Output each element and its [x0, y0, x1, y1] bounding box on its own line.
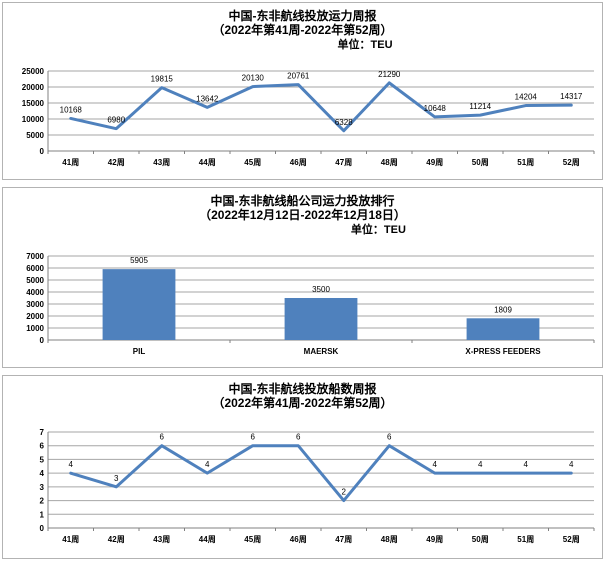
svg-text:5905: 5905: [130, 256, 148, 265]
svg-text:0: 0: [40, 524, 45, 533]
svg-text:41周: 41周: [62, 535, 79, 544]
svg-text:21290: 21290: [378, 70, 401, 79]
svg-text:X-PRESS FEEDERS: X-PRESS FEEDERS: [465, 347, 541, 356]
vessel-count-chart-panel: 中国-东非航线投放船数周报 （2022年第41周-2022年第52周） 0 1 2 3…: [2, 375, 603, 559]
svg-text:14204: 14204: [515, 93, 538, 102]
svg-text:20130: 20130: [242, 74, 265, 83]
svg-text:20761: 20761: [287, 72, 310, 81]
svg-text:4: 4: [478, 460, 483, 469]
svg-text:43周: 43周: [153, 158, 170, 167]
capacity-weekly-title-block: 中国-东非航线投放运力周报 （2022年第41周-2022年第52周） 单位：T…: [3, 9, 602, 53]
capacity-weekly-chart-panel: 中国-东非航线投放运力周报 （2022年第41周-2022年第52周） 单位：T…: [2, 2, 603, 180]
svg-text:4: 4: [433, 460, 438, 469]
svg-text:47周: 47周: [335, 535, 352, 544]
svg-text:1: 1: [40, 510, 45, 519]
svg-text:4: 4: [40, 469, 45, 478]
svg-text:6: 6: [296, 433, 301, 442]
svg-text:1000: 1000: [26, 324, 44, 333]
vessel-count-subtitle: （2022年第41周-2022年第52周）: [212, 395, 393, 410]
svg-text:10000: 10000: [22, 115, 45, 124]
svg-text:50周: 50周: [472, 158, 489, 167]
svg-text:2: 2: [40, 497, 45, 506]
svg-text:0: 0: [40, 336, 45, 345]
svg-text:50周: 50周: [472, 535, 489, 544]
svg-text:0: 0: [40, 147, 45, 156]
carrier-ranking-bar-chart: 0 1000 2000 3000 4000 5000 6000 7000 PIL MAERSK X-…: [26, 252, 595, 356]
svg-text:45周: 45周: [244, 535, 261, 544]
svg-text:42周: 42周: [108, 158, 125, 167]
svg-text:3: 3: [40, 483, 45, 492]
carrier-ranking-subtitle: （2022年12月12日-2022年12月18日）: [199, 207, 406, 222]
svg-text:6: 6: [160, 433, 165, 442]
svg-text:6328: 6328: [335, 118, 353, 127]
svg-text:46周: 46周: [290, 158, 307, 167]
svg-text:4: 4: [569, 460, 574, 469]
svg-text:5000: 5000: [26, 276, 44, 285]
svg-text:7000: 7000: [26, 252, 44, 261]
capacity-weekly-title: 中国-东非航线投放运力周报: [228, 9, 377, 23]
capacity-weekly-unit-label: 单位：TEU: [337, 38, 393, 51]
svg-text:6: 6: [387, 433, 392, 442]
svg-text:2000: 2000: [26, 312, 44, 321]
vessel-count-title: 中国-东非航线投放船数周报: [228, 382, 377, 396]
svg-text:7: 7: [40, 428, 45, 437]
svg-text:13642: 13642: [196, 94, 219, 103]
svg-text:52周: 52周: [563, 535, 580, 544]
svg-text:49周: 49周: [426, 158, 443, 167]
svg-text:48周: 48周: [381, 158, 398, 167]
svg-text:MAERSK: MAERSK: [304, 347, 339, 356]
svg-text:44周: 44周: [199, 158, 216, 167]
carrier-ranking-unit-label: 单位：TEU: [350, 223, 406, 236]
svg-text:51周: 51周: [517, 535, 534, 544]
capacity-weekly-subtitle: （2022年第41周-2022年第52周）: [212, 22, 393, 37]
svg-text:3000: 3000: [26, 300, 44, 309]
svg-text:47周: 47周: [335, 158, 352, 167]
svg-text:2: 2: [342, 488, 347, 497]
carrier-ranking-chart-panel: 中国-东非航线船公司运力投放排行 （2022年12月12日-2022年12月18…: [2, 187, 603, 368]
svg-text:6980: 6980: [107, 116, 125, 125]
svg-text:43周: 43周: [153, 535, 170, 544]
vessel-count-title-block: 中国-东非航线投放船数周报 （2022年第41周-2022年第52周）: [3, 382, 602, 412]
vessel-count-line-chart: 0 1 2 3 4 5 6 7 41周 42周 43周 44周 45周 46周 47周 48周 49周 50周 51…: [40, 428, 595, 544]
svg-text:46周: 46周: [290, 535, 307, 544]
svg-text:19815: 19815: [151, 75, 174, 84]
svg-text:1809: 1809: [494, 305, 512, 314]
svg-text:42周: 42周: [108, 535, 125, 544]
svg-text:6000: 6000: [26, 264, 44, 273]
svg-text:10168: 10168: [60, 105, 83, 114]
svg-text:3: 3: [114, 474, 119, 483]
svg-text:10648: 10648: [424, 104, 447, 113]
svg-text:PIL: PIL: [133, 347, 146, 356]
svg-text:51周: 51周: [517, 158, 534, 167]
svg-text:15000: 15000: [22, 99, 45, 108]
svg-text:41周: 41周: [62, 158, 79, 167]
svg-text:5: 5: [40, 456, 45, 465]
carrier-ranking-title: 中国-东非航线船公司运力投放排行: [210, 194, 395, 208]
svg-text:4: 4: [205, 460, 210, 469]
svg-text:52周: 52周: [563, 158, 580, 167]
svg-text:5000: 5000: [26, 131, 44, 140]
svg-text:6: 6: [40, 442, 45, 451]
carrier-ranking-title-block: 中国-东非航线船公司运力投放排行 （2022年12月12日-2022年12月18…: [3, 194, 602, 238]
svg-text:20000: 20000: [22, 83, 45, 92]
svg-text:48周: 48周: [381, 535, 398, 544]
svg-text:6: 6: [251, 433, 256, 442]
svg-text:4: 4: [524, 460, 529, 469]
svg-text:49周: 49周: [426, 535, 443, 544]
svg-text:44周: 44周: [199, 535, 216, 544]
svg-text:14317: 14317: [560, 92, 583, 101]
svg-text:3500: 3500: [312, 285, 330, 294]
capacity-weekly-line-chart: 0 5000 10000 15000 20000 25000 41周 42周 43周 44周 45周…: [22, 67, 595, 167]
svg-text:4: 4: [69, 460, 74, 469]
svg-text:45周: 45周: [244, 158, 261, 167]
svg-text:11214: 11214: [469, 102, 491, 111]
svg-text:4000: 4000: [26, 288, 44, 297]
svg-text:25000: 25000: [22, 67, 45, 76]
